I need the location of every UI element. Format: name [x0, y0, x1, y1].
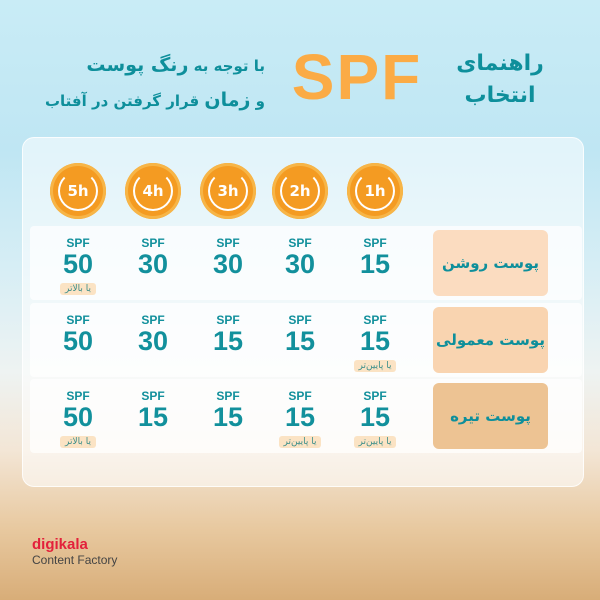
digikala-logo: digikala Content Factory	[32, 536, 117, 567]
clock-icon: 4h	[125, 163, 181, 219]
clock-icon: 1h	[347, 163, 403, 219]
spf-value: 30	[212, 249, 244, 279]
hour-label: 1h	[355, 171, 395, 211]
spf-note: یا بالاتر	[60, 283, 96, 295]
title-line-1: راهنمای	[456, 51, 544, 76]
spf-value: 50	[62, 249, 94, 279]
spf-cell: SPF 15	[193, 389, 263, 431]
skin-type-label: پوست معمولی	[433, 307, 548, 373]
clock-icon: 5h	[50, 163, 106, 219]
spf-prefix: SPF	[216, 236, 240, 250]
subtitle-text: قرار گرفتن در آفتاب	[44, 92, 205, 110]
hour-label: 5h	[58, 171, 98, 211]
spf-value: 15	[359, 326, 391, 356]
hour-label: 4h	[133, 171, 173, 211]
spf-value: 50	[62, 402, 94, 432]
spf-value: 50	[62, 326, 94, 356]
spf-cell: SPF 30	[118, 313, 188, 355]
spf-title: SPF	[291, 41, 423, 113]
spf-cell: SPF 30	[118, 236, 188, 278]
hour-label: 3h	[208, 171, 248, 211]
spf-note: یا بالاتر	[60, 436, 96, 448]
spf-note: یا پایین‌تر	[353, 436, 397, 448]
spf-cell: SPF 15 یا پایین‌تر	[340, 389, 410, 449]
skin-type-label: پوست روشن	[433, 230, 548, 296]
spf-cell: SPF 15 یا پایین‌تر	[265, 389, 335, 449]
logo-brand: digikala	[32, 536, 88, 553]
spf-value: 15	[137, 402, 169, 432]
subtitle-bold: زمان	[204, 89, 251, 111]
spf-prefix: SPF	[216, 313, 240, 327]
spf-cell: SPF 15	[265, 313, 335, 355]
spf-cell: SPF 15 یا پایین‌تر	[340, 313, 410, 373]
spf-value: 15	[359, 249, 391, 279]
spf-cell: SPF 50	[43, 313, 113, 355]
spf-value: 30	[137, 249, 169, 279]
spf-prefix: SPF	[288, 389, 312, 403]
spf-cell: SPF 50 یا بالاتر	[43, 389, 113, 449]
spf-prefix: SPF	[216, 389, 240, 403]
subtitle-text: و	[250, 92, 265, 110]
clock-icon: 3h	[200, 163, 256, 219]
spf-cell: SPF 30	[193, 236, 263, 278]
spf-cell: SPF 30	[265, 236, 335, 278]
spf-value: 15	[284, 326, 316, 356]
spf-value: 15	[359, 402, 391, 432]
spf-prefix: SPF	[363, 313, 387, 327]
spf-cell: SPF 50 یا بالاتر	[43, 236, 113, 296]
title-right: راهنمای انتخاب	[440, 48, 560, 112]
spf-prefix: SPF	[66, 389, 90, 403]
spf-value: 15	[212, 326, 244, 356]
subtitle-bold: رنگ پوست	[86, 54, 189, 76]
spf-prefix: SPF	[288, 236, 312, 250]
spf-value: 30	[137, 326, 169, 356]
spf-prefix: SPF	[141, 313, 165, 327]
subtitle: با توجه به رنگ پوست و زمان قرار گرفتن در…	[40, 48, 265, 118]
spf-note: یا پایین‌تر	[353, 360, 397, 372]
spf-value: 15	[212, 402, 244, 432]
spf-prefix: SPF	[363, 236, 387, 250]
spf-cell: SPF 15	[193, 313, 263, 355]
spf-prefix: SPF	[141, 236, 165, 250]
spf-value: 15	[284, 402, 316, 432]
title-line-2: انتخاب	[464, 83, 536, 108]
clock-icon: 2h	[272, 163, 328, 219]
spf-prefix: SPF	[363, 389, 387, 403]
logo-sub: Content Factory	[32, 553, 118, 567]
spf-prefix: SPF	[66, 236, 90, 250]
spf-cell: SPF 15	[118, 389, 188, 431]
skin-type-label: پوست تیره	[433, 383, 548, 449]
spf-note: یا پایین‌تر	[278, 436, 322, 448]
spf-prefix: SPF	[141, 389, 165, 403]
spf-cell: SPF 15	[340, 236, 410, 278]
spf-value: 30	[284, 249, 316, 279]
hour-label: 2h	[280, 171, 320, 211]
spf-prefix: SPF	[66, 313, 90, 327]
subtitle-text: با توجه به	[188, 57, 265, 75]
spf-prefix: SPF	[288, 313, 312, 327]
